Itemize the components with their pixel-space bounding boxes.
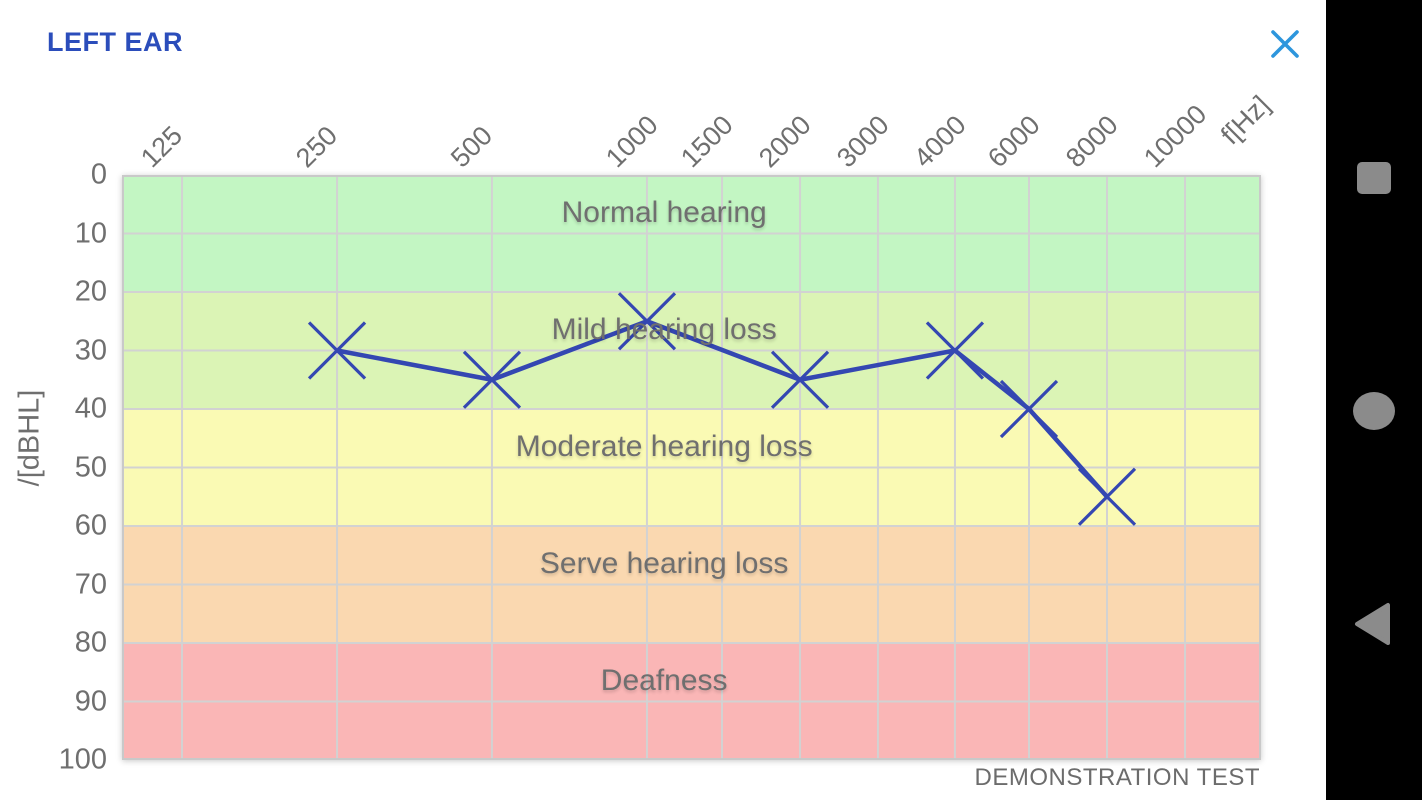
y-tick-label: 50 <box>74 451 107 483</box>
x-tick-label: 6000 <box>982 109 1046 174</box>
x-axis-label: f[Hz] <box>1215 89 1276 151</box>
audiogram-page: LEFT EAR /[dBHL] 0 10 20 30 40 50 60 70 80 90 100 … <box>13 21 1308 791</box>
data-point-marker <box>770 350 830 409</box>
y-tick-label: 40 <box>74 392 107 425</box>
close-icon <box>1271 30 1299 58</box>
zone-label: Mild hearing loss <box>551 313 777 347</box>
y-tick-label: 30 <box>74 334 107 366</box>
close-button[interactable] <box>1262 21 1308 67</box>
zone-label: Serve hearing loss <box>539 547 789 581</box>
home-button[interactable] <box>1326 363 1422 459</box>
y-tick-label: 10 <box>74 217 107 249</box>
back-button[interactable] <box>1326 576 1422 672</box>
x-tick-label: 8000 <box>1060 109 1124 174</box>
zone-label: Moderate hearing loss <box>515 430 813 464</box>
x-tick-label: 3000 <box>831 109 895 174</box>
triangle-left-icon <box>1355 603 1390 645</box>
square-icon <box>1357 162 1391 194</box>
data-point-marker <box>307 321 367 380</box>
y-tick-label: 70 <box>74 568 107 600</box>
y-tick-label: 60 <box>74 509 107 542</box>
plot-border <box>122 175 1261 760</box>
android-navigation-bar <box>1326 0 1422 800</box>
y-tick-label: 0 <box>90 158 107 191</box>
data-point-marker <box>925 321 985 380</box>
zone-label: Deafness <box>600 664 728 698</box>
y-tick-label: 90 <box>74 685 107 717</box>
data-point-marker <box>999 379 1059 439</box>
data-point-marker <box>617 292 677 351</box>
x-tick-label: 1000 <box>600 109 664 174</box>
plot-canvas <box>122 175 1261 760</box>
y-tick-label: 20 <box>74 275 107 308</box>
x-tick-label: 2000 <box>753 109 817 174</box>
data-point-marker <box>1077 467 1137 526</box>
plot-area: Normal hearing Mild hearing loss Moderate … <box>122 175 1261 760</box>
recent-apps-button[interactable] <box>1326 130 1422 226</box>
x-tick-label: 10000 <box>1138 98 1213 174</box>
y-tick-label: 80 <box>74 626 107 659</box>
x-tick-label: 250 <box>290 120 344 174</box>
zone-label: Normal hearing <box>561 196 767 230</box>
x-tick-label: 1500 <box>675 109 739 174</box>
page-title: LEFT EAR <box>47 27 183 57</box>
x-tick-label: 125 <box>135 120 189 174</box>
data-point-marker <box>462 350 522 409</box>
circle-icon <box>1353 392 1395 430</box>
y-tick-label: 100 <box>58 743 107 776</box>
x-tick-label: 4000 <box>908 109 972 174</box>
x-tick-label: 500 <box>445 120 499 174</box>
watermark: DEMONSTRATION TEST <box>974 764 1260 791</box>
